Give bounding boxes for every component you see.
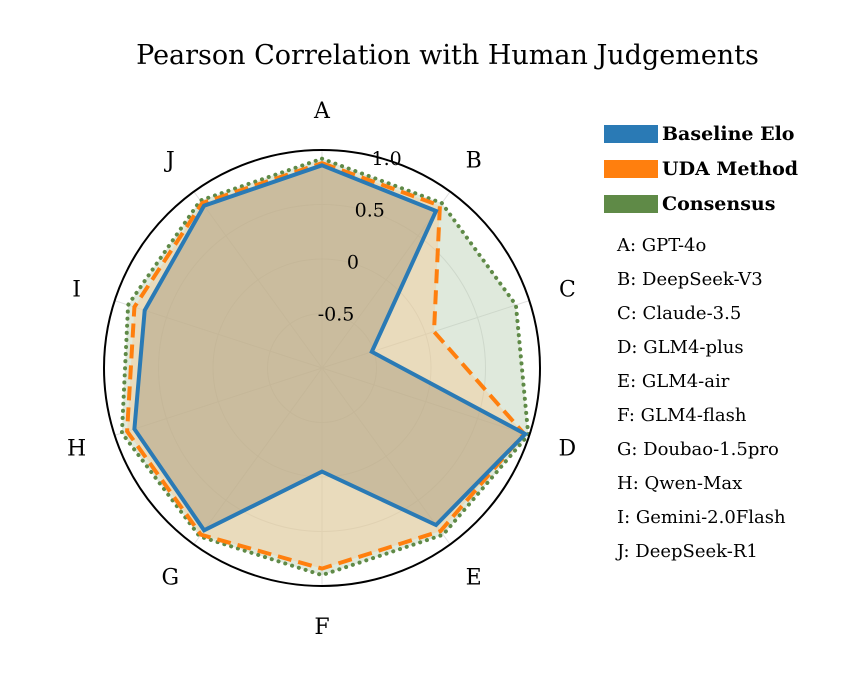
series-line-consensus bbox=[119, 156, 531, 578]
axis-label-e: E bbox=[466, 566, 482, 591]
axis-key-item: D: GLM4-plus bbox=[617, 337, 744, 358]
axis-key-item: F: GLM4-flash bbox=[617, 405, 747, 426]
series-line-uda-method bbox=[125, 160, 527, 571]
series-line-baseline-elo bbox=[132, 163, 529, 533]
series-fill-consensus bbox=[121, 158, 529, 576]
axis-key-item: G: Doubao-1.5pro bbox=[617, 439, 779, 460]
axis-label-b: B bbox=[466, 148, 482, 173]
grid-spoke bbox=[321, 300, 530, 369]
axis-label-i: I bbox=[72, 277, 81, 302]
radial-tick-label: 1.0 bbox=[371, 148, 401, 170]
legend-item: Baseline Elo bbox=[604, 116, 798, 151]
axis-key-item: H: Qwen-Max bbox=[617, 473, 743, 494]
axis-label-h: H bbox=[67, 437, 86, 462]
axis-key-item: C: Claude-3.5 bbox=[617, 303, 742, 324]
axis-label-a: A bbox=[313, 99, 331, 124]
axis-key: A: GPT-4o B: DeepSeek-V3 C: Claude-3.5 D: G… bbox=[617, 234, 786, 574]
legend-label: Baseline Elo bbox=[662, 122, 795, 145]
axis-key-item: E: GLM4-air bbox=[617, 371, 730, 392]
legend-item: UDA Method bbox=[604, 151, 798, 186]
axis-key-item: J: DeepSeek-R1 bbox=[617, 541, 758, 562]
series-fill-baseline-elo bbox=[134, 165, 526, 531]
series-fill-uda-method bbox=[127, 163, 525, 569]
axis-label-d: D bbox=[559, 437, 577, 462]
legend-item: Consensus bbox=[604, 186, 798, 221]
grid-spoke bbox=[321, 367, 451, 545]
axis-key-item: I: Gemini-2.0Flash bbox=[617, 507, 786, 528]
legend-swatch bbox=[604, 194, 658, 213]
grid-spoke bbox=[321, 191, 451, 369]
axis-key-item: B: DeepSeek-V3 bbox=[617, 269, 763, 290]
axis-label-j: J bbox=[164, 148, 175, 173]
legend-label: UDA Method bbox=[662, 157, 799, 180]
axis-key-item: A: GPT-4o bbox=[617, 235, 707, 256]
legend-label: Consensus bbox=[662, 192, 776, 215]
chart-title: Pearson Correlation with Human Judgement… bbox=[136, 40, 759, 71]
grid-spoke bbox=[114, 300, 323, 369]
legend-swatch bbox=[604, 159, 658, 178]
grid-spoke bbox=[193, 191, 323, 369]
axis-label-c: C bbox=[559, 277, 576, 302]
legend-swatch bbox=[604, 124, 658, 143]
legend: Baseline Elo UDA Method Consensus bbox=[604, 116, 798, 221]
radial-tick-label: 0.5 bbox=[355, 200, 385, 222]
outer-circle bbox=[103, 149, 541, 587]
axis-label-f: F bbox=[314, 615, 329, 640]
radial-tick-label: -0.5 bbox=[318, 303, 355, 325]
grid-spoke bbox=[114, 367, 323, 436]
grid-spoke bbox=[193, 367, 323, 545]
axis-label-g: G bbox=[162, 566, 180, 591]
radial-tick-label: 0 bbox=[347, 252, 359, 274]
grid-spoke bbox=[321, 367, 530, 436]
